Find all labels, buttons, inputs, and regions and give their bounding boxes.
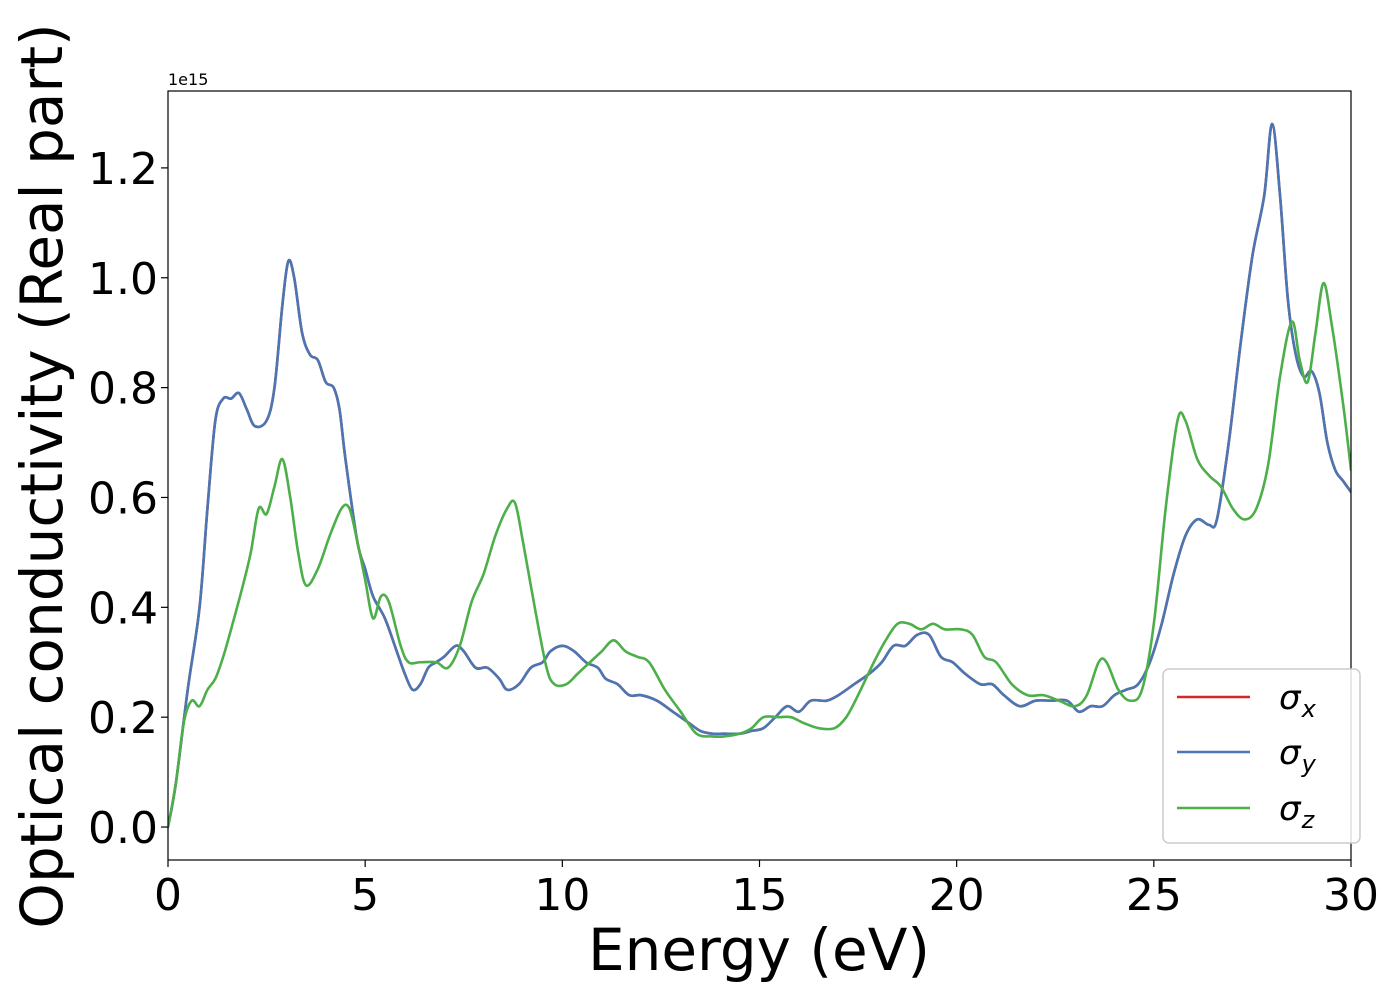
y-tick-label: 0.2: [88, 693, 158, 744]
x-tick-label: 30: [1323, 870, 1379, 921]
x-tick-label: 25: [1126, 870, 1182, 921]
y-axis-ticks: 0.0 0.2 0.4 0.6 0.8 1.0 1.2: [88, 144, 168, 854]
y-axis-offset-label: 1e15: [168, 70, 208, 89]
series-lines: [168, 122, 1351, 829]
x-tick-label: 10: [534, 870, 590, 921]
series-line-sigma-z: [168, 281, 1351, 829]
legend-box: [1162, 668, 1361, 844]
y-tick-label: 0.8: [88, 364, 158, 415]
y-tick-label: 1.2: [88, 144, 158, 195]
x-tick-label: 0: [154, 870, 182, 921]
y-tick-label: 0.4: [88, 583, 158, 634]
y-axis-label: Optical conductivity (Real part): [8, 23, 76, 928]
y-tick-label: 1.0: [88, 254, 158, 305]
series-line-sigma-y: [168, 122, 1351, 829]
x-tick-label: 20: [929, 870, 985, 921]
y-tick-label: 0.0: [88, 803, 158, 854]
x-tick-label: 5: [351, 870, 379, 921]
y-tick-label: 0.6: [88, 473, 158, 524]
x-tick-label: 15: [732, 870, 788, 921]
x-axis-ticks: 0 5 10 15 20 25 30: [154, 860, 1379, 921]
x-axis-label: Energy (eV): [588, 916, 930, 984]
